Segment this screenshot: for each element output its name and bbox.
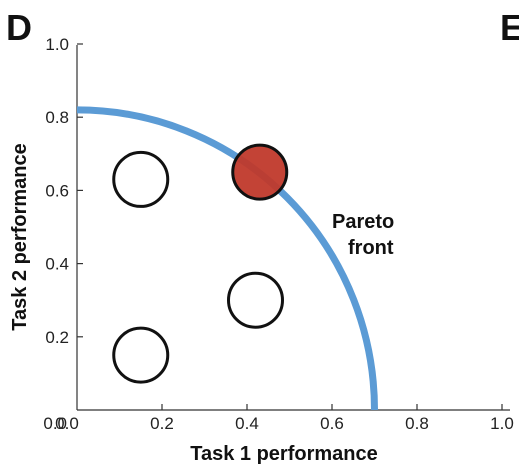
panel-label: D <box>6 7 32 48</box>
next-panel-label: E <box>500 7 519 48</box>
data-point <box>112 326 170 384</box>
x-axis-title: Task 1 performance <box>190 443 378 465</box>
x-tick-label: 1.0 <box>490 414 514 433</box>
pareto-front-curve <box>76 106 378 411</box>
x-tick-label: 0.0 <box>55 414 79 433</box>
x-tick-label: 0.8 <box>405 414 429 433</box>
axes <box>76 45 510 411</box>
data-points <box>112 143 289 384</box>
y-tick-label: 0.6 <box>45 181 69 200</box>
y-ticks: 0.0 0.2 0.4 0.6 0.8 1.0 <box>43 35 83 433</box>
pareto-label-line1: Pareto <box>332 211 394 233</box>
pareto-label-line2: front <box>348 237 394 259</box>
y-tick-label: 0.2 <box>45 328 69 347</box>
y-tick-label: 0.8 <box>45 108 69 127</box>
y-tick-label: 0.0 <box>43 414 67 433</box>
x-tick-label: 0.4 <box>235 414 259 433</box>
y-axis-title: Task 2 performance <box>9 143 31 331</box>
pareto-optimal-point <box>231 143 289 201</box>
x-tick-label: 0.2 <box>150 414 174 433</box>
y-tick-label: 0.4 <box>45 255 69 274</box>
data-point <box>112 150 170 208</box>
y-tick-label: 1.0 <box>45 35 69 54</box>
x-tick-label: 0.6 <box>320 414 344 433</box>
data-point <box>227 271 284 329</box>
x-ticks: 0.0 0.2 0.4 0.6 0.8 1.0 <box>55 404 514 433</box>
